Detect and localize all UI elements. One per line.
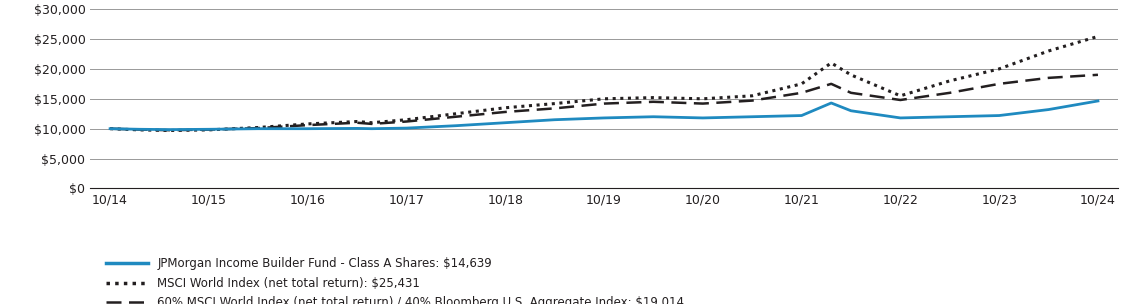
MSCI World Index (net total return): $25,431: (9.5, 2.3e+04): $25,431: (9.5, 2.3e+04) <box>1042 49 1056 53</box>
JPMorgan Income Builder Fund - Class A Shares: $14,639: (9, 1.22e+04): $14,639: (9, 1.22e+04) <box>992 114 1006 117</box>
JPMorgan Income Builder Fund - Class A Shares: $14,639: (8, 1.18e+04): $14,639: (8, 1.18e+04) <box>894 116 908 120</box>
JPMorgan Income Builder Fund - Class A Shares: $14,639: (0, 1e+04): $14,639: (0, 1e+04) <box>104 127 117 130</box>
MSCI World Index (net total return): $25,431: (2.5, 1.12e+04): $25,431: (2.5, 1.12e+04) <box>350 120 364 123</box>
MSCI World Index (net total return): $25,431: (9, 2e+04): $25,431: (9, 2e+04) <box>992 67 1006 71</box>
MSCI World Index (net total return): $25,431: (6, 1.5e+04): $25,431: (6, 1.5e+04) <box>697 97 710 101</box>
JPMorgan Income Builder Fund - Class A Shares: $14,639: (3.5, 1.05e+04): $14,639: (3.5, 1.05e+04) <box>449 124 463 128</box>
JPMorgan Income Builder Fund - Class A Shares: $14,639: (10, 1.46e+04): $14,639: (10, 1.46e+04) <box>1092 99 1105 103</box>
JPMorgan Income Builder Fund - Class A Shares: $14,639: (7.3, 1.43e+04): $14,639: (7.3, 1.43e+04) <box>824 101 838 105</box>
MSCI World Index (net total return): $25,431: (0, 1e+04): $25,431: (0, 1e+04) <box>104 127 117 130</box>
MSCI World Index (net total return): $25,431: (7, 1.75e+04): $25,431: (7, 1.75e+04) <box>795 82 808 86</box>
60% MSCI World Index (net total return) / 40% Bloomberg U.S. Aggregate Index: $19,014: (3, 1.12e+04): $19,014: (3, 1.12e+04) <box>400 120 413 123</box>
MSCI World Index (net total return): $25,431: (1.5, 1.02e+04): $25,431: (1.5, 1.02e+04) <box>252 126 265 129</box>
JPMorgan Income Builder Fund - Class A Shares: $14,639: (2.65, 1e+04): $14,639: (2.65, 1e+04) <box>365 127 378 130</box>
Line: JPMorgan Income Builder Fund - Class A Shares: $14,639: JPMorgan Income Builder Fund - Class A S… <box>111 101 1099 130</box>
MSCI World Index (net total return): $25,431: (5, 1.5e+04): $25,431: (5, 1.5e+04) <box>597 97 611 101</box>
Line: 60% MSCI World Index (net total return) / 40% Bloomberg U.S. Aggregate Index: $19,014: 60% MSCI World Index (net total return) … <box>111 75 1099 130</box>
MSCI World Index (net total return): $25,431: (2, 1.08e+04): $25,431: (2, 1.08e+04) <box>300 122 314 126</box>
JPMorgan Income Builder Fund - Class A Shares: $14,639: (0.6, 9.85e+03): $14,639: (0.6, 9.85e+03) <box>163 128 176 131</box>
JPMorgan Income Builder Fund - Class A Shares: $14,639: (6, 1.18e+04): $14,639: (6, 1.18e+04) <box>697 116 710 120</box>
MSCI World Index (net total return): $25,431: (8.5, 1.8e+04): $25,431: (8.5, 1.8e+04) <box>943 79 956 83</box>
Legend: JPMorgan Income Builder Fund - Class A Shares: $14,639, MSCI World Index (net to: JPMorgan Income Builder Fund - Class A S… <box>106 257 684 304</box>
JPMorgan Income Builder Fund - Class A Shares: $14,639: (3, 1.01e+04): $14,639: (3, 1.01e+04) <box>400 126 413 130</box>
JPMorgan Income Builder Fund - Class A Shares: $14,639: (2, 1e+04): $14,639: (2, 1e+04) <box>300 127 314 130</box>
60% MSCI World Index (net total return) / 40% Bloomberg U.S. Aggregate Index: $19,014: (9, 1.75e+04): $19,014: (9, 1.75e+04) <box>992 82 1006 86</box>
60% MSCI World Index (net total return) / 40% Bloomberg U.S. Aggregate Index: $19,014: (0.6, 9.75e+03): $19,014: (0.6, 9.75e+03) <box>163 128 176 132</box>
MSCI World Index (net total return): $25,431: (10, 2.54e+04): $25,431: (10, 2.54e+04) <box>1092 35 1105 38</box>
60% MSCI World Index (net total return) / 40% Bloomberg U.S. Aggregate Index: $19,014: (9.5, 1.85e+04): $19,014: (9.5, 1.85e+04) <box>1042 76 1056 80</box>
MSCI World Index (net total return): $25,431: (6.5, 1.55e+04): $25,431: (6.5, 1.55e+04) <box>745 94 759 98</box>
MSCI World Index (net total return): $25,431: (5.5, 1.52e+04): $25,431: (5.5, 1.52e+04) <box>647 96 660 99</box>
JPMorgan Income Builder Fund - Class A Shares: $14,639: (9.5, 1.32e+04): $14,639: (9.5, 1.32e+04) <box>1042 108 1056 111</box>
60% MSCI World Index (net total return) / 40% Bloomberg U.S. Aggregate Index: $19,014: (1.5, 1.01e+04): $19,014: (1.5, 1.01e+04) <box>252 126 265 130</box>
60% MSCI World Index (net total return) / 40% Bloomberg U.S. Aggregate Index: $19,014: (7.3, 1.75e+04): $19,014: (7.3, 1.75e+04) <box>824 82 838 86</box>
60% MSCI World Index (net total return) / 40% Bloomberg U.S. Aggregate Index: $19,014: (2, 1.06e+04): $19,014: (2, 1.06e+04) <box>300 123 314 127</box>
MSCI World Index (net total return): $25,431: (0.3, 9.8e+03): $25,431: (0.3, 9.8e+03) <box>133 128 147 132</box>
MSCI World Index (net total return): $25,431: (4, 1.35e+04): $25,431: (4, 1.35e+04) <box>499 106 513 109</box>
MSCI World Index (net total return): $25,431: (2.65, 1.1e+04): $25,431: (2.65, 1.1e+04) <box>365 121 378 125</box>
60% MSCI World Index (net total return) / 40% Bloomberg U.S. Aggregate Index: $19,014: (7.5, 1.6e+04): $19,014: (7.5, 1.6e+04) <box>844 91 858 95</box>
JPMorgan Income Builder Fund - Class A Shares: $14,639: (1, 9.9e+03): $14,639: (1, 9.9e+03) <box>202 127 216 131</box>
JPMorgan Income Builder Fund - Class A Shares: $14,639: (4, 1.1e+04): $14,639: (4, 1.1e+04) <box>499 121 513 125</box>
MSCI World Index (net total return): $25,431: (0.6, 9.7e+03): $25,431: (0.6, 9.7e+03) <box>163 129 176 132</box>
60% MSCI World Index (net total return) / 40% Bloomberg U.S. Aggregate Index: $19,014: (7, 1.6e+04): $19,014: (7, 1.6e+04) <box>795 91 808 95</box>
60% MSCI World Index (net total return) / 40% Bloomberg U.S. Aggregate Index: $19,014: (8.5, 1.6e+04): $19,014: (8.5, 1.6e+04) <box>943 91 956 95</box>
MSCI World Index (net total return): $25,431: (7.3, 2.1e+04): $25,431: (7.3, 2.1e+04) <box>824 61 838 65</box>
JPMorgan Income Builder Fund - Class A Shares: $14,639: (7.5, 1.3e+04): $14,639: (7.5, 1.3e+04) <box>844 109 858 112</box>
Line: MSCI World Index (net total return): $25,431: MSCI World Index (net total return): $25… <box>111 36 1099 130</box>
JPMorgan Income Builder Fund - Class A Shares: $14,639: (1.5, 1e+04): $14,639: (1.5, 1e+04) <box>252 127 265 130</box>
JPMorgan Income Builder Fund - Class A Shares: $14,639: (8.5, 1.2e+04): $14,639: (8.5, 1.2e+04) <box>943 115 956 119</box>
60% MSCI World Index (net total return) / 40% Bloomberg U.S. Aggregate Index: $19,014: (0, 1e+04): $19,014: (0, 1e+04) <box>104 127 117 130</box>
JPMorgan Income Builder Fund - Class A Shares: $14,639: (2.5, 1e+04): $14,639: (2.5, 1e+04) <box>350 126 364 130</box>
MSCI World Index (net total return): $25,431: (7.5, 1.9e+04): $25,431: (7.5, 1.9e+04) <box>844 73 858 77</box>
JPMorgan Income Builder Fund - Class A Shares: $14,639: (6.5, 1.2e+04): $14,639: (6.5, 1.2e+04) <box>745 115 759 119</box>
60% MSCI World Index (net total return) / 40% Bloomberg U.S. Aggregate Index: $19,014: (2.5, 1.1e+04): $19,014: (2.5, 1.1e+04) <box>350 121 364 125</box>
60% MSCI World Index (net total return) / 40% Bloomberg U.S. Aggregate Index: $19,014: (4.5, 1.34e+04): $19,014: (4.5, 1.34e+04) <box>548 106 561 110</box>
60% MSCI World Index (net total return) / 40% Bloomberg U.S. Aggregate Index: $19,014: (5.5, 1.45e+04): $19,014: (5.5, 1.45e+04) <box>647 100 660 104</box>
60% MSCI World Index (net total return) / 40% Bloomberg U.S. Aggregate Index: $19,014: (8, 1.48e+04): $19,014: (8, 1.48e+04) <box>894 98 908 102</box>
60% MSCI World Index (net total return) / 40% Bloomberg U.S. Aggregate Index: $19,014: (1, 9.85e+03): $19,014: (1, 9.85e+03) <box>202 128 216 131</box>
60% MSCI World Index (net total return) / 40% Bloomberg U.S. Aggregate Index: $19,014: (5, 1.42e+04): $19,014: (5, 1.42e+04) <box>597 102 611 105</box>
JPMorgan Income Builder Fund - Class A Shares: $14,639: (5, 1.18e+04): $14,639: (5, 1.18e+04) <box>597 116 611 120</box>
JPMorgan Income Builder Fund - Class A Shares: $14,639: (0.3, 9.9e+03): $14,639: (0.3, 9.9e+03) <box>133 127 147 131</box>
MSCI World Index (net total return): $25,431: (3, 1.15e+04): $25,431: (3, 1.15e+04) <box>400 118 413 122</box>
60% MSCI World Index (net total return) / 40% Bloomberg U.S. Aggregate Index: $19,014: (6.5, 1.47e+04): $19,014: (6.5, 1.47e+04) <box>745 99 759 102</box>
MSCI World Index (net total return): $25,431: (3.5, 1.25e+04): $25,431: (3.5, 1.25e+04) <box>449 112 463 116</box>
JPMorgan Income Builder Fund - Class A Shares: $14,639: (5.5, 1.2e+04): $14,639: (5.5, 1.2e+04) <box>647 115 660 119</box>
60% MSCI World Index (net total return) / 40% Bloomberg U.S. Aggregate Index: $19,014: (6, 1.42e+04): $19,014: (6, 1.42e+04) <box>697 102 710 105</box>
60% MSCI World Index (net total return) / 40% Bloomberg U.S. Aggregate Index: $19,014: (2.65, 1.08e+04): $19,014: (2.65, 1.08e+04) <box>365 122 378 126</box>
60% MSCI World Index (net total return) / 40% Bloomberg U.S. Aggregate Index: $19,014: (4, 1.28e+04): $19,014: (4, 1.28e+04) <box>499 110 513 114</box>
JPMorgan Income Builder Fund - Class A Shares: $14,639: (7, 1.22e+04): $14,639: (7, 1.22e+04) <box>795 114 808 117</box>
60% MSCI World Index (net total return) / 40% Bloomberg U.S. Aggregate Index: $19,014: (10, 1.9e+04): $19,014: (10, 1.9e+04) <box>1092 73 1105 77</box>
MSCI World Index (net total return): $25,431: (8, 1.55e+04): $25,431: (8, 1.55e+04) <box>894 94 908 98</box>
MSCI World Index (net total return): $25,431: (1, 9.8e+03): $25,431: (1, 9.8e+03) <box>202 128 216 132</box>
60% MSCI World Index (net total return) / 40% Bloomberg U.S. Aggregate Index: $19,014: (3.5, 1.2e+04): $19,014: (3.5, 1.2e+04) <box>449 115 463 119</box>
JPMorgan Income Builder Fund - Class A Shares: $14,639: (4.5, 1.15e+04): $14,639: (4.5, 1.15e+04) <box>548 118 561 122</box>
60% MSCI World Index (net total return) / 40% Bloomberg U.S. Aggregate Index: $19,014: (0.3, 9.85e+03): $19,014: (0.3, 9.85e+03) <box>133 128 147 131</box>
MSCI World Index (net total return): $25,431: (4.5, 1.42e+04): $25,431: (4.5, 1.42e+04) <box>548 102 561 105</box>
